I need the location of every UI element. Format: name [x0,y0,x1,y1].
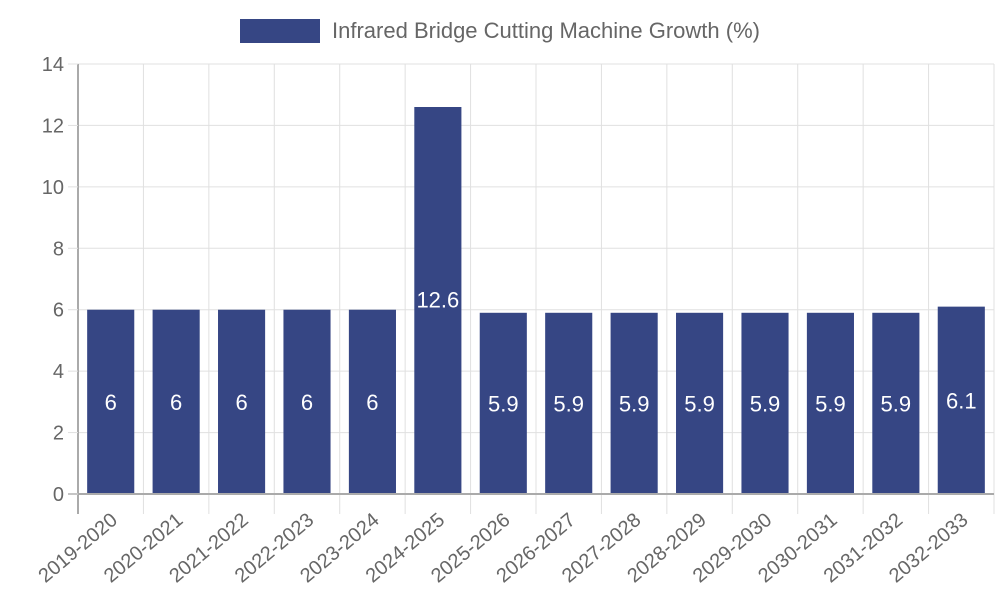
bar[interactable] [937,306,985,494]
bar-value-label: 6 [235,390,247,415]
bar-value-label: 12.6 [416,288,459,313]
bar-value-label: 5.9 [815,391,846,416]
y-tick-label: 2 [53,423,64,445]
bar[interactable] [283,309,331,494]
bar[interactable] [741,312,789,494]
y-tick-label: 4 [53,361,64,383]
bar[interactable] [610,312,658,494]
y-tick-label: 12 [42,115,64,137]
bar[interactable] [218,309,266,494]
bar-value-label: 5.9 [684,391,715,416]
y-tick-label: 8 [53,238,64,260]
bar-value-label: 5.9 [750,391,781,416]
bar-value-label: 5.9 [488,391,519,416]
bar[interactable] [152,309,200,494]
y-tick-label: 14 [42,54,64,76]
y-axis-ticks: 0 2 4 6 8 10 12 14 [42,54,78,506]
legend-swatch[interactable] [240,19,321,43]
bar-value-label: 6 [105,390,117,415]
bar[interactable] [872,312,920,494]
axes [68,64,994,514]
bar[interactable] [87,309,135,494]
bar[interactable] [348,309,396,494]
y-tick-label: 6 [53,300,64,322]
bar[interactable] [414,107,462,494]
bar[interactable] [545,312,593,494]
y-tick-label: 10 [42,177,64,199]
bar[interactable] [806,312,854,494]
bar-value-label: 5.9 [553,391,584,416]
bar-value-label: 5.9 [619,391,650,416]
bar[interactable] [676,312,724,494]
bar[interactable] [479,312,527,494]
chart-legend: Infrared Bridge Cutting Machine Growth (… [0,18,1000,44]
x-axis-ticks: 2019-20202020-20212021-20222022-20232023… [35,509,973,587]
bar-value-label: 6 [170,390,182,415]
legend-label: Infrared Bridge Cutting Machine Growth (… [332,18,760,43]
bar-value-label: 6 [366,390,378,415]
y-tick-label: 0 [53,484,64,506]
bar-value-label: 5.9 [881,391,912,416]
bars: 6 6 6 6 6 12.6 5.9 5.9 5.9 5.9 5.9 5.9 5.9 6.1 [87,107,985,494]
grid-lines [78,63,995,514]
bar-value-label: 6 [301,390,313,415]
bar-value-label: 6.1 [946,388,977,413]
